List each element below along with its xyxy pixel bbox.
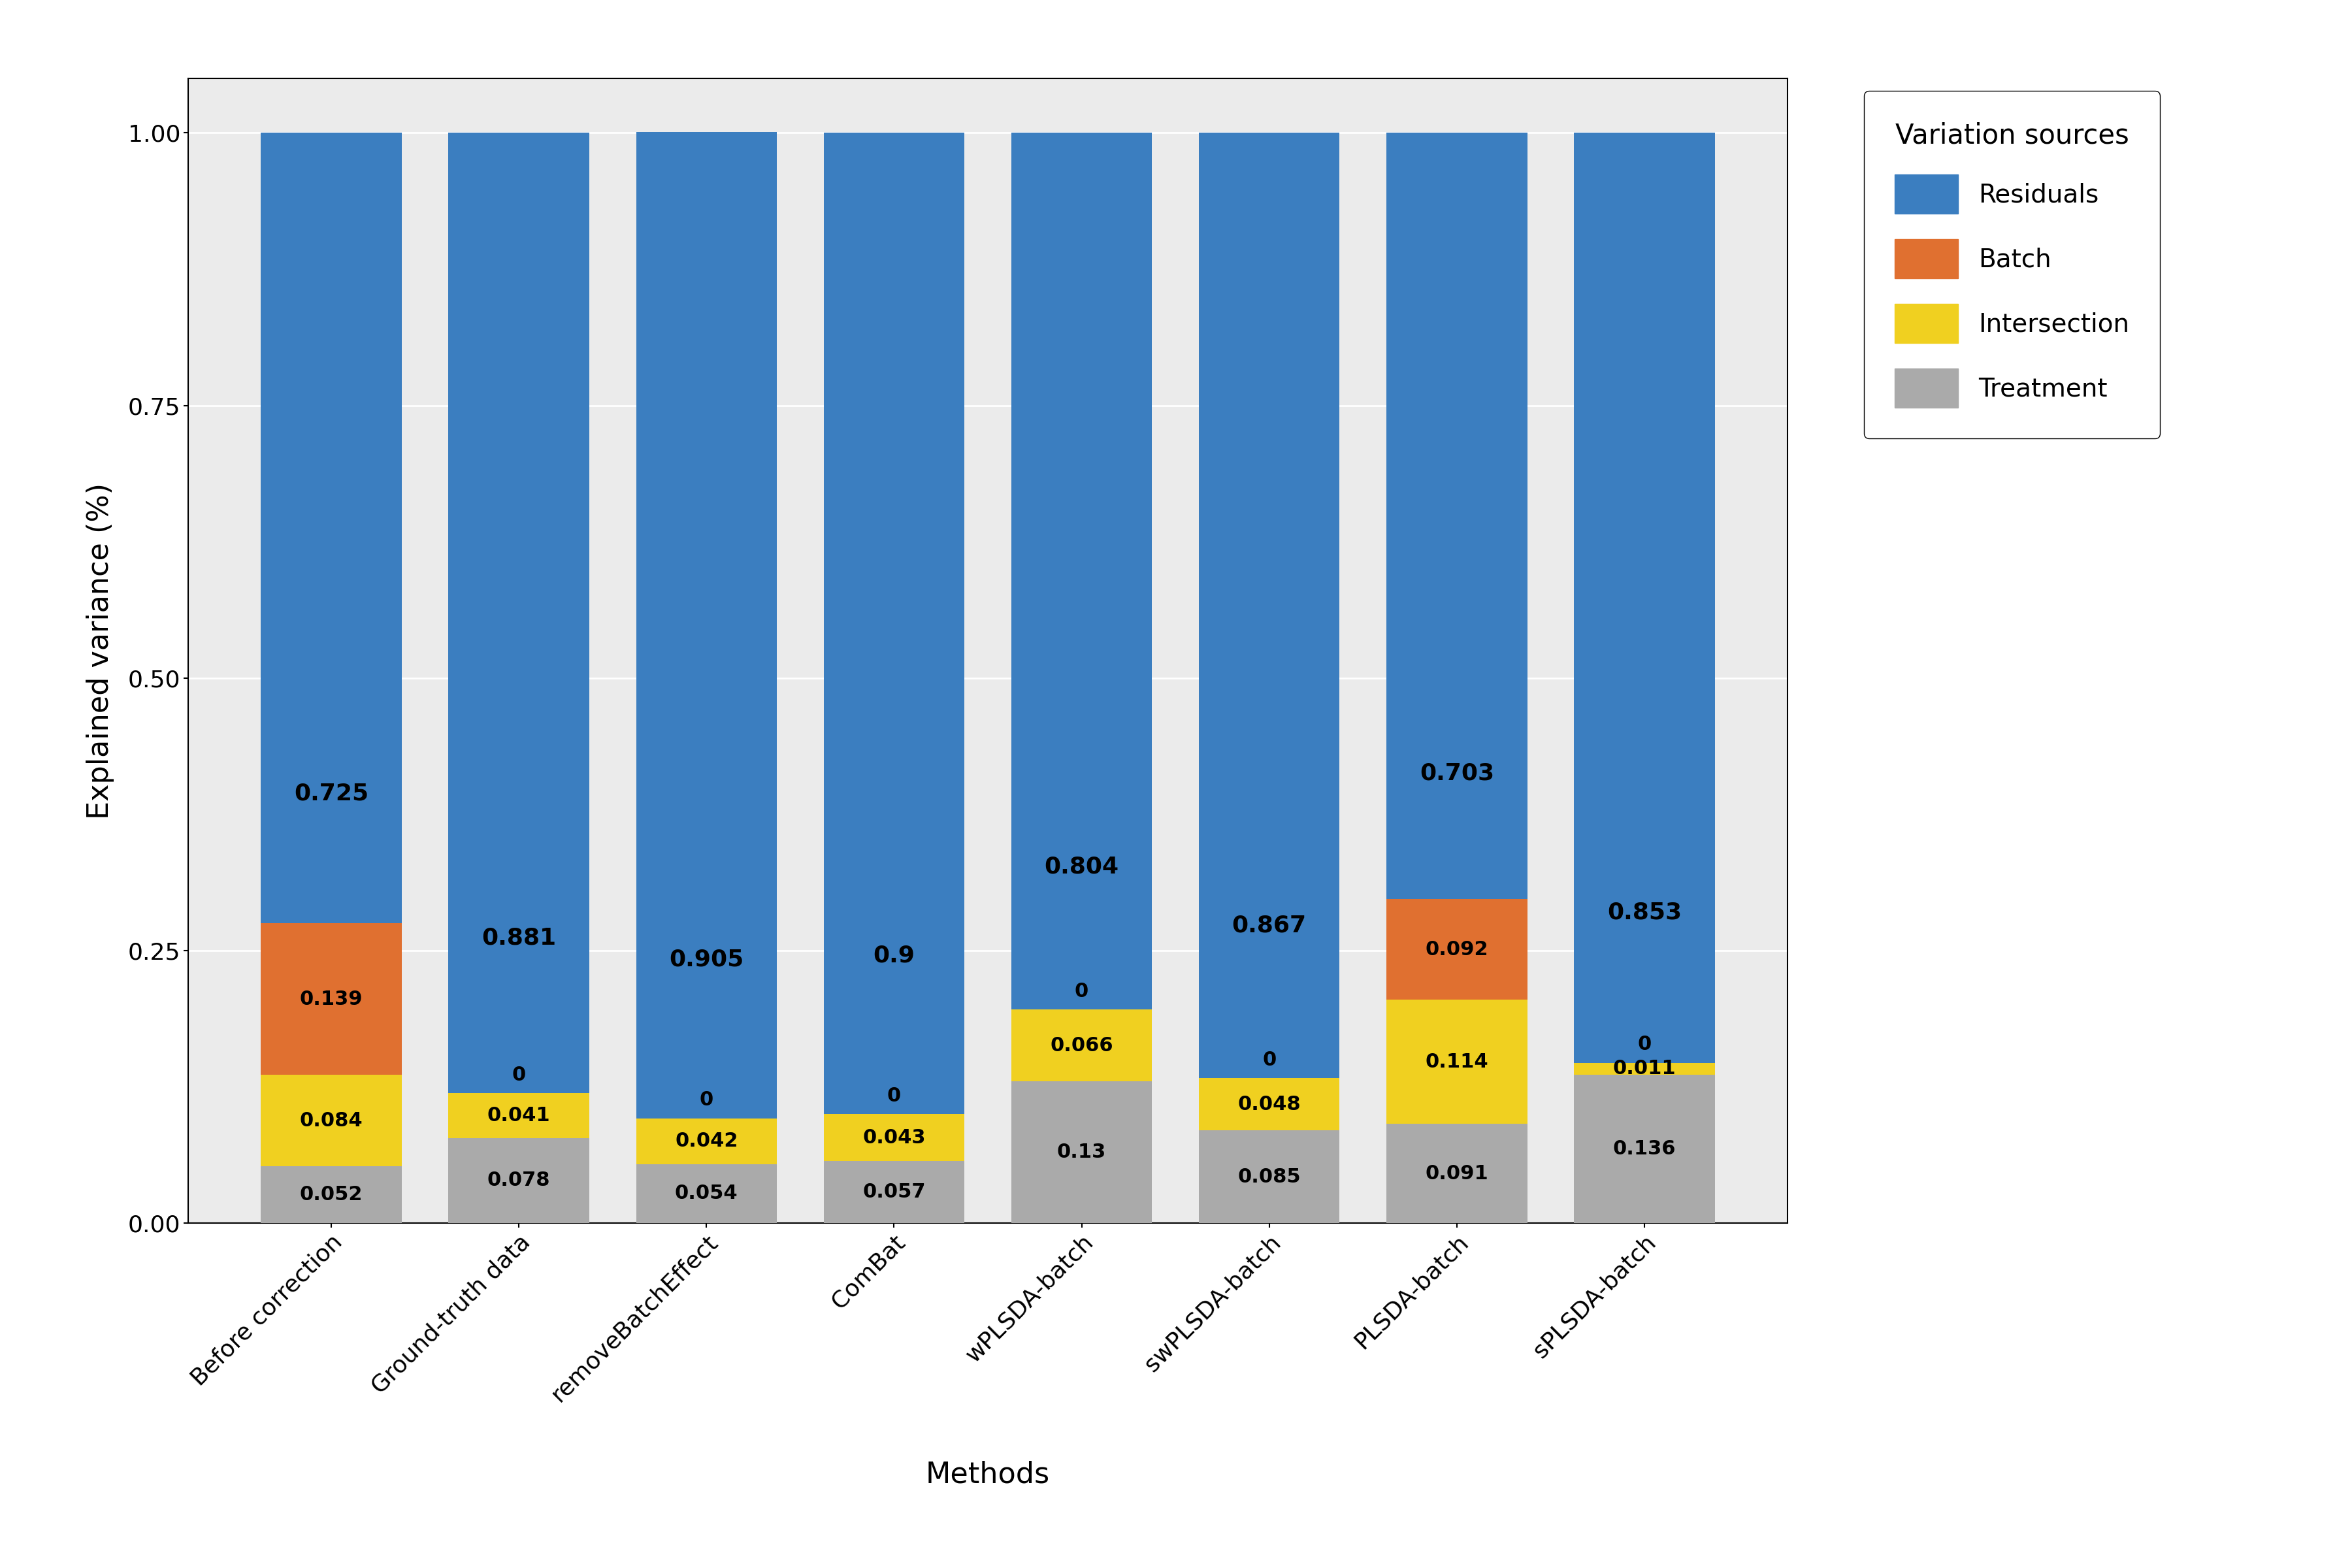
Bar [449, 1138, 588, 1223]
Text: 0.011: 0.011 [1613, 1060, 1677, 1079]
Text: 0.092: 0.092 [1425, 939, 1489, 960]
Text: 0.057: 0.057 [863, 1182, 927, 1201]
Text: 0.066: 0.066 [1049, 1036, 1112, 1055]
Bar [823, 1160, 964, 1223]
X-axis label: Methods: Methods [927, 1460, 1049, 1488]
Text: 0.881: 0.881 [482, 927, 555, 949]
Text: 0.084: 0.084 [299, 1112, 362, 1131]
Bar [1011, 1010, 1152, 1082]
Text: 0.048: 0.048 [1237, 1094, 1301, 1113]
Text: 0.853: 0.853 [1606, 902, 1682, 924]
Text: 0.804: 0.804 [1044, 856, 1120, 878]
Text: 0.13: 0.13 [1056, 1143, 1105, 1162]
Text: 0: 0 [1075, 982, 1089, 1000]
Text: 0.139: 0.139 [299, 989, 362, 1008]
Text: 0: 0 [513, 1066, 527, 1085]
Text: 0: 0 [887, 1087, 901, 1105]
Text: 0.703: 0.703 [1421, 762, 1494, 784]
Bar [1388, 133, 1526, 900]
Bar [261, 1074, 402, 1167]
Bar [823, 1113, 964, 1160]
Text: 0.114: 0.114 [1425, 1052, 1489, 1071]
Bar [261, 1167, 402, 1223]
Bar [1011, 1082, 1152, 1223]
Text: 0: 0 [1637, 1035, 1651, 1054]
Bar [1573, 1063, 1715, 1074]
Text: 0.725: 0.725 [294, 782, 369, 804]
Bar [1573, 1074, 1715, 1223]
Bar [449, 133, 588, 1093]
Bar [1388, 999, 1526, 1124]
Text: 0.078: 0.078 [487, 1171, 550, 1190]
Text: 0.054: 0.054 [675, 1184, 739, 1203]
Text: 0.136: 0.136 [1613, 1140, 1677, 1159]
Bar [635, 1118, 776, 1163]
Text: 0.091: 0.091 [1425, 1163, 1489, 1182]
Text: 0: 0 [699, 1091, 713, 1110]
Text: 0.905: 0.905 [668, 949, 743, 971]
Bar [261, 133, 402, 924]
Bar [1573, 133, 1715, 1063]
Bar [1200, 133, 1341, 1079]
Bar [635, 1163, 776, 1223]
Text: 0.085: 0.085 [1237, 1167, 1301, 1185]
Text: 0.052: 0.052 [299, 1185, 362, 1204]
Text: 0.867: 0.867 [1232, 914, 1305, 936]
Bar [1011, 133, 1152, 1010]
Text: 0: 0 [1263, 1051, 1277, 1069]
Bar [823, 133, 964, 1113]
Bar [261, 924, 402, 1074]
Text: 0.9: 0.9 [873, 944, 915, 967]
Y-axis label: Explained variance (%): Explained variance (%) [87, 483, 115, 818]
Text: 0.041: 0.041 [487, 1105, 550, 1126]
Bar [1388, 900, 1526, 999]
Text: 0.043: 0.043 [863, 1127, 927, 1146]
Bar [1388, 1124, 1526, 1223]
Bar [1200, 1131, 1341, 1223]
Bar [1200, 1079, 1341, 1131]
Legend: Residuals, Batch, Intersection, Treatment: Residuals, Batch, Intersection, Treatmen… [1865, 91, 2159, 437]
Text: 0.042: 0.042 [675, 1132, 739, 1151]
Bar [635, 132, 776, 1118]
Bar [449, 1093, 588, 1138]
